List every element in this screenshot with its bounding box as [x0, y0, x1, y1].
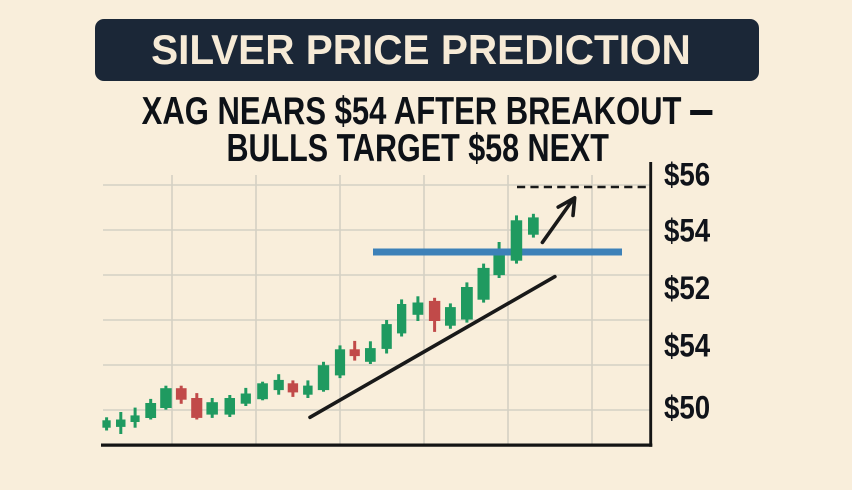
svg-text:$50: $50	[664, 390, 710, 426]
svg-text:$56: $56	[664, 157, 710, 193]
svg-text:$52: $52	[664, 270, 710, 306]
svg-text:$54: $54	[664, 328, 710, 364]
svg-text:$54: $54	[664, 212, 710, 248]
